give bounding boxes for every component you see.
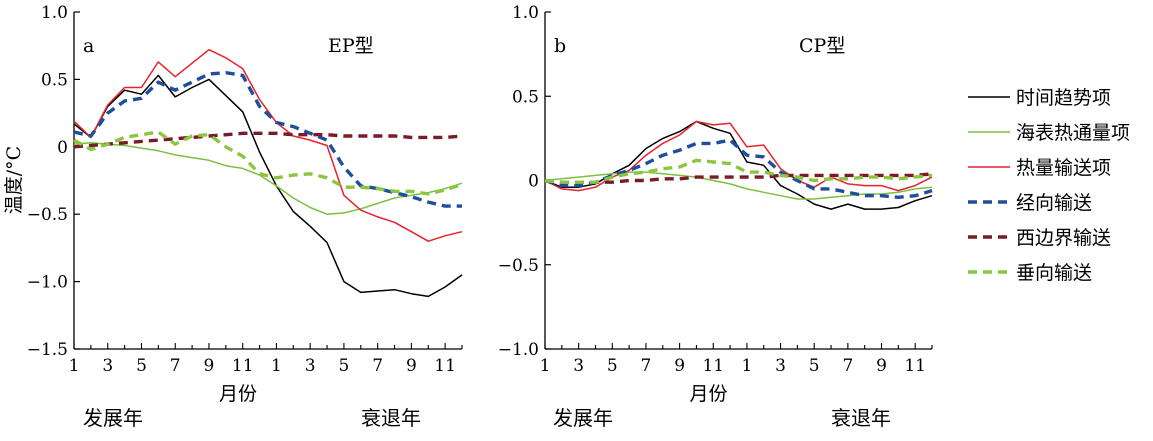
y-tick-label: −1.0 <box>27 273 68 293</box>
y-tick-label: −0.5 <box>498 256 539 276</box>
x-tick-label: 3 <box>573 356 584 376</box>
x-tick-label: 5 <box>809 356 820 376</box>
legend-label-vert: 垂向输送 <box>1016 262 1092 284</box>
x-axis-label: 月份 <box>219 383 257 405</box>
series-line-west <box>73 131 463 149</box>
x-tick-label: 5 <box>338 356 349 376</box>
panel-letter: b <box>554 35 566 57</box>
x-tick-label: 1 <box>540 356 551 376</box>
panel-title: CP型 <box>799 35 845 57</box>
x-tick-label: 3 <box>102 356 113 376</box>
x-tick-label: 9 <box>674 356 685 376</box>
panel-letter: a <box>83 35 94 57</box>
y-axis-label: 温度/°C <box>3 146 25 214</box>
y-tick-label: −1.0 <box>498 340 539 360</box>
x-tick-label: 7 <box>842 356 853 376</box>
x-tick-label: 1 <box>69 356 80 376</box>
series-line-merid <box>73 70 462 208</box>
y-tick-label: −1.5 <box>27 340 68 360</box>
x-tick-label: 5 <box>136 356 147 376</box>
x-tick-label: 1 <box>271 356 282 376</box>
phase-label-development: 发展年 <box>83 406 143 430</box>
series-line-west <box>544 172 933 184</box>
y-tick-label: 0.5 <box>512 87 539 107</box>
x-tick-label: 11 <box>904 356 926 376</box>
x-tick-label: 11 <box>434 356 456 376</box>
legend-label-west: 西边界输送 <box>1016 227 1111 249</box>
x-tick-label: 1 <box>741 356 752 376</box>
series-line-trend <box>73 74 463 298</box>
panel-a: 1.00.50−0.5−1.0−1.51 3 5 7 9 11 1 3 5 7 9 11a EP型月份温… <box>3 3 463 405</box>
series-line-shf <box>73 142 463 215</box>
series-line-vert <box>73 130 463 196</box>
x-tick-label: 11 <box>702 356 724 376</box>
series-line-vert <box>544 158 933 184</box>
x-tick-label: 7 <box>170 356 181 376</box>
legend-label-trend: 时间趋势项 <box>1016 87 1111 109</box>
y-tick-label: 1.0 <box>41 3 68 23</box>
x-tick-label: 3 <box>775 356 786 376</box>
y-tick-label: 1.0 <box>512 3 539 23</box>
y-tick-label: 0 <box>57 138 68 158</box>
x-tick-label: 7 <box>372 356 383 376</box>
x-tick-label: 7 <box>641 356 652 376</box>
phase-label-development: 发展年 <box>553 406 613 430</box>
legend-label-merid: 经向输送 <box>1016 192 1092 214</box>
x-tick-label: 9 <box>876 356 887 376</box>
legend-label-heat: 热量输送项 <box>1016 157 1111 179</box>
x-tick-label: 5 <box>607 356 618 376</box>
phase-label-decay: 衰退年 <box>361 406 421 430</box>
y-tick-label: 0 <box>528 172 539 192</box>
phase-label-decay: 衰退年 <box>831 406 891 430</box>
x-tick-label: 11 <box>232 356 254 376</box>
y-tick-label: 0.5 <box>41 70 68 90</box>
x-tick-label: 9 <box>204 356 215 376</box>
y-tick-label: −0.5 <box>27 205 68 225</box>
x-axis-label: 月份 <box>689 383 727 405</box>
series-line-heat <box>73 48 463 242</box>
panel-title: EP型 <box>328 35 374 57</box>
x-tick-label: 9 <box>406 356 417 376</box>
x-tick-label: 3 <box>305 356 316 376</box>
legend-label-shf: 海表热通量项 <box>1016 122 1130 144</box>
